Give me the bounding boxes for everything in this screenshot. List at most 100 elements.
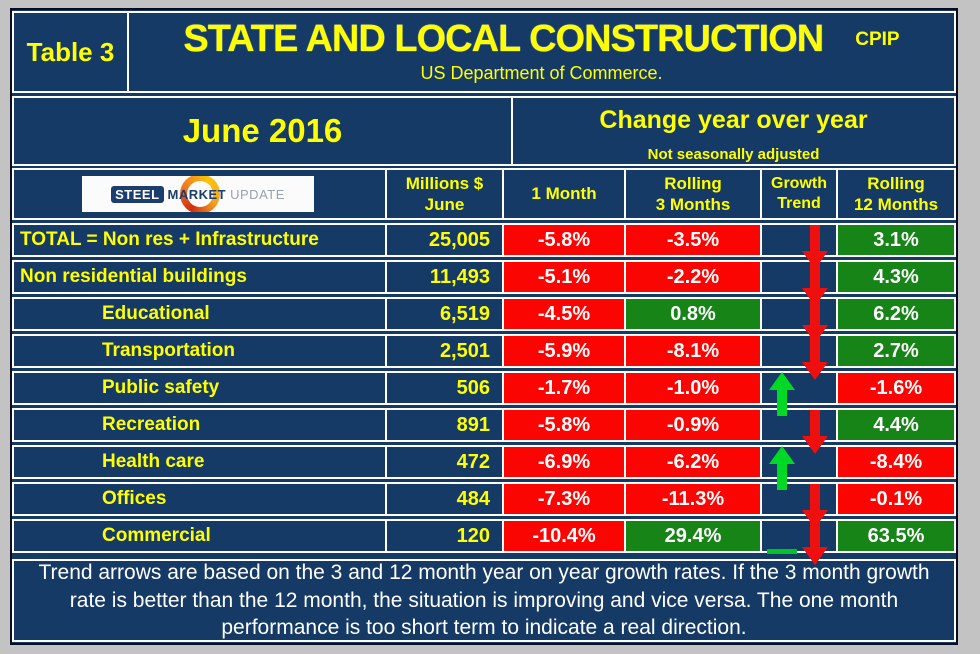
- trend-down-icon: [802, 262, 828, 306]
- col-header-line: Trend: [777, 195, 821, 212]
- trend-down-icon: [802, 521, 828, 565]
- period-label: June 2016: [182, 112, 343, 149]
- col-header-1-month: 1 Month: [502, 170, 624, 218]
- row-growth-trend: [760, 372, 836, 416]
- row-rolling-12-months: 63.5%: [836, 521, 954, 551]
- row-millions: 120: [385, 521, 502, 551]
- row-label: Non residential buildings: [20, 266, 247, 287]
- row-rolling-3-months: 0.8%: [624, 299, 760, 329]
- row-rolling-3-months: -8.1%: [624, 336, 760, 366]
- title-tag: CPIP: [855, 28, 900, 50]
- table-number: Table 3: [26, 36, 115, 67]
- row-1-month: -5.8%: [502, 225, 624, 255]
- row-1-month: -7.3%: [502, 484, 624, 514]
- row-millions: 2,501: [385, 336, 502, 366]
- row-rolling-12-months: -0.1%: [836, 484, 954, 514]
- trend-down-icon: [802, 484, 828, 528]
- logo-market: MARKET: [167, 186, 227, 202]
- row-1-month: -6.9%: [502, 447, 624, 477]
- table-row: Recreation 891 -5.8% -0.9% 4.4%: [12, 408, 956, 454]
- col-header-line: 1 Month: [531, 184, 597, 204]
- table-row: Public safety 506 -1.7% -1.0% -1.6%: [12, 371, 956, 416]
- table-row: Transportation 2,501 -5.9% -8.1% 2.7%: [12, 334, 956, 380]
- col-header-line: Rolling: [867, 173, 925, 193]
- trend-down-icon: [802, 299, 828, 343]
- report-frame: Table 3 STATE AND LOCAL CONSTRUCTION CPI…: [10, 8, 958, 645]
- change-note: Not seasonally adjusted: [647, 146, 820, 163]
- row-millions: 11,493: [385, 262, 502, 292]
- col-header-line: June: [424, 195, 465, 214]
- col-header-line: Growth: [771, 175, 827, 192]
- row-millions: 6,519: [385, 299, 502, 329]
- row-rolling-12-months: 3.1%: [836, 225, 954, 255]
- row-millions: 891: [385, 410, 502, 440]
- table-row: Non residential buildings 11,493 -5.1% -2.2…: [12, 260, 956, 306]
- row-rolling-12-months: -8.4%: [836, 447, 954, 477]
- row-growth-trend: [760, 299, 836, 343]
- row-rolling-3-months: -6.2%: [624, 447, 760, 477]
- row-growth-trend: [760, 225, 836, 269]
- table-row: Educational 6,519 -4.5% 0.8% 6.2%: [12, 297, 956, 343]
- trend-down-icon: [802, 225, 828, 269]
- table-row: Commercial 120 -10.4% 29.4% 63.5%: [12, 519, 956, 565]
- row-growth-trend: [760, 446, 836, 490]
- row-rolling-12-months: 2.7%: [836, 336, 954, 366]
- table-row: TOTAL = Non res + Infrastructure 25,005 -5…: [12, 223, 956, 269]
- row-rolling-3-months: -1.0%: [624, 373, 760, 403]
- table-row: Health care 472 -6.9% -6.2% -8.4%: [12, 445, 956, 490]
- col-header-growth-trend: Growth Trend: [760, 170, 836, 218]
- change-header-block: Change year over year Not seasonally adj…: [511, 98, 954, 164]
- column-header-row: STEEL MARKET UPDATE Millions $ June 1 Mo…: [12, 168, 956, 220]
- row-1-month: -1.7%: [502, 373, 624, 403]
- logo-update: UPDATE: [230, 186, 285, 202]
- row-rolling-3-months: -2.2%: [624, 262, 760, 292]
- title-bar: Table 3 STATE AND LOCAL CONSTRUCTION CPI…: [12, 11, 956, 93]
- title-block: STATE AND LOCAL CONSTRUCTION CPIP US Dep…: [127, 13, 954, 91]
- footnote-text: Trend arrows are based on the 3 and 12 m…: [38, 560, 930, 640]
- row-millions: 472: [385, 447, 502, 477]
- row-rolling-12-months: 4.3%: [836, 262, 954, 292]
- row-rolling-12-months: -1.6%: [836, 373, 954, 403]
- row-millions: 25,005: [385, 225, 502, 255]
- row-label: Educational: [102, 303, 210, 324]
- row-label: TOTAL = Non res + Infrastructure: [20, 229, 319, 250]
- trend-up-icon: [769, 372, 795, 416]
- row-1-month: -5.1%: [502, 262, 624, 292]
- col-header-rolling-3: Rolling 3 Months: [624, 170, 760, 218]
- row-growth-trend: [760, 262, 836, 306]
- row-1-month: -5.9%: [502, 336, 624, 366]
- row-label: Public safety: [102, 377, 220, 398]
- footnote: Trend arrows are based on the 3 and 12 m…: [12, 559, 956, 642]
- row-label: Recreation: [102, 414, 201, 435]
- row-rolling-12-months: 4.4%: [836, 410, 954, 440]
- row-growth-trend: [760, 484, 836, 528]
- table-rows: TOTAL = Non res + Infrastructure 25,005 -5…: [12, 223, 956, 565]
- col-header-line: Rolling: [664, 173, 722, 193]
- row-rolling-3-months: -0.9%: [624, 410, 760, 440]
- row-1-month: -10.4%: [502, 521, 624, 551]
- row-1-month: -5.8%: [502, 410, 624, 440]
- row-growth-trend: [760, 336, 836, 380]
- row-millions: 484: [385, 484, 502, 514]
- row-rolling-3-months: -11.3%: [624, 484, 760, 514]
- trend-down-icon: [802, 410, 828, 454]
- logo-cell: STEEL MARKET UPDATE: [14, 170, 385, 218]
- change-title: Change year over year: [599, 106, 868, 134]
- row-millions: 506: [385, 373, 502, 403]
- row-label: Offices: [102, 488, 167, 509]
- row-rolling-12-months: 6.2%: [836, 299, 954, 329]
- row-rolling-3-months: -3.5%: [624, 225, 760, 255]
- table-row: Offices 484 -7.3% -11.3% -0.1%: [12, 482, 956, 528]
- row-1-month: -4.5%: [502, 299, 624, 329]
- title-line: STATE AND LOCAL CONSTRUCTION CPIP: [183, 18, 900, 61]
- clipped-up-arrow: [767, 549, 797, 554]
- steel-market-update-logo: STEEL MARKET UPDATE: [82, 176, 314, 212]
- logo-steel: STEEL: [111, 185, 164, 203]
- row-label: Health care: [102, 451, 205, 472]
- logo-text: STEEL MARKET UPDATE: [111, 185, 285, 203]
- row-label: Transportation: [102, 340, 236, 361]
- col-header-millions: Millions $ June: [385, 170, 502, 218]
- logo-swoosh-hole: [187, 181, 213, 207]
- col-header-line: 3 Months: [655, 195, 731, 214]
- page-title: STATE AND LOCAL CONSTRUCTION: [183, 18, 824, 61]
